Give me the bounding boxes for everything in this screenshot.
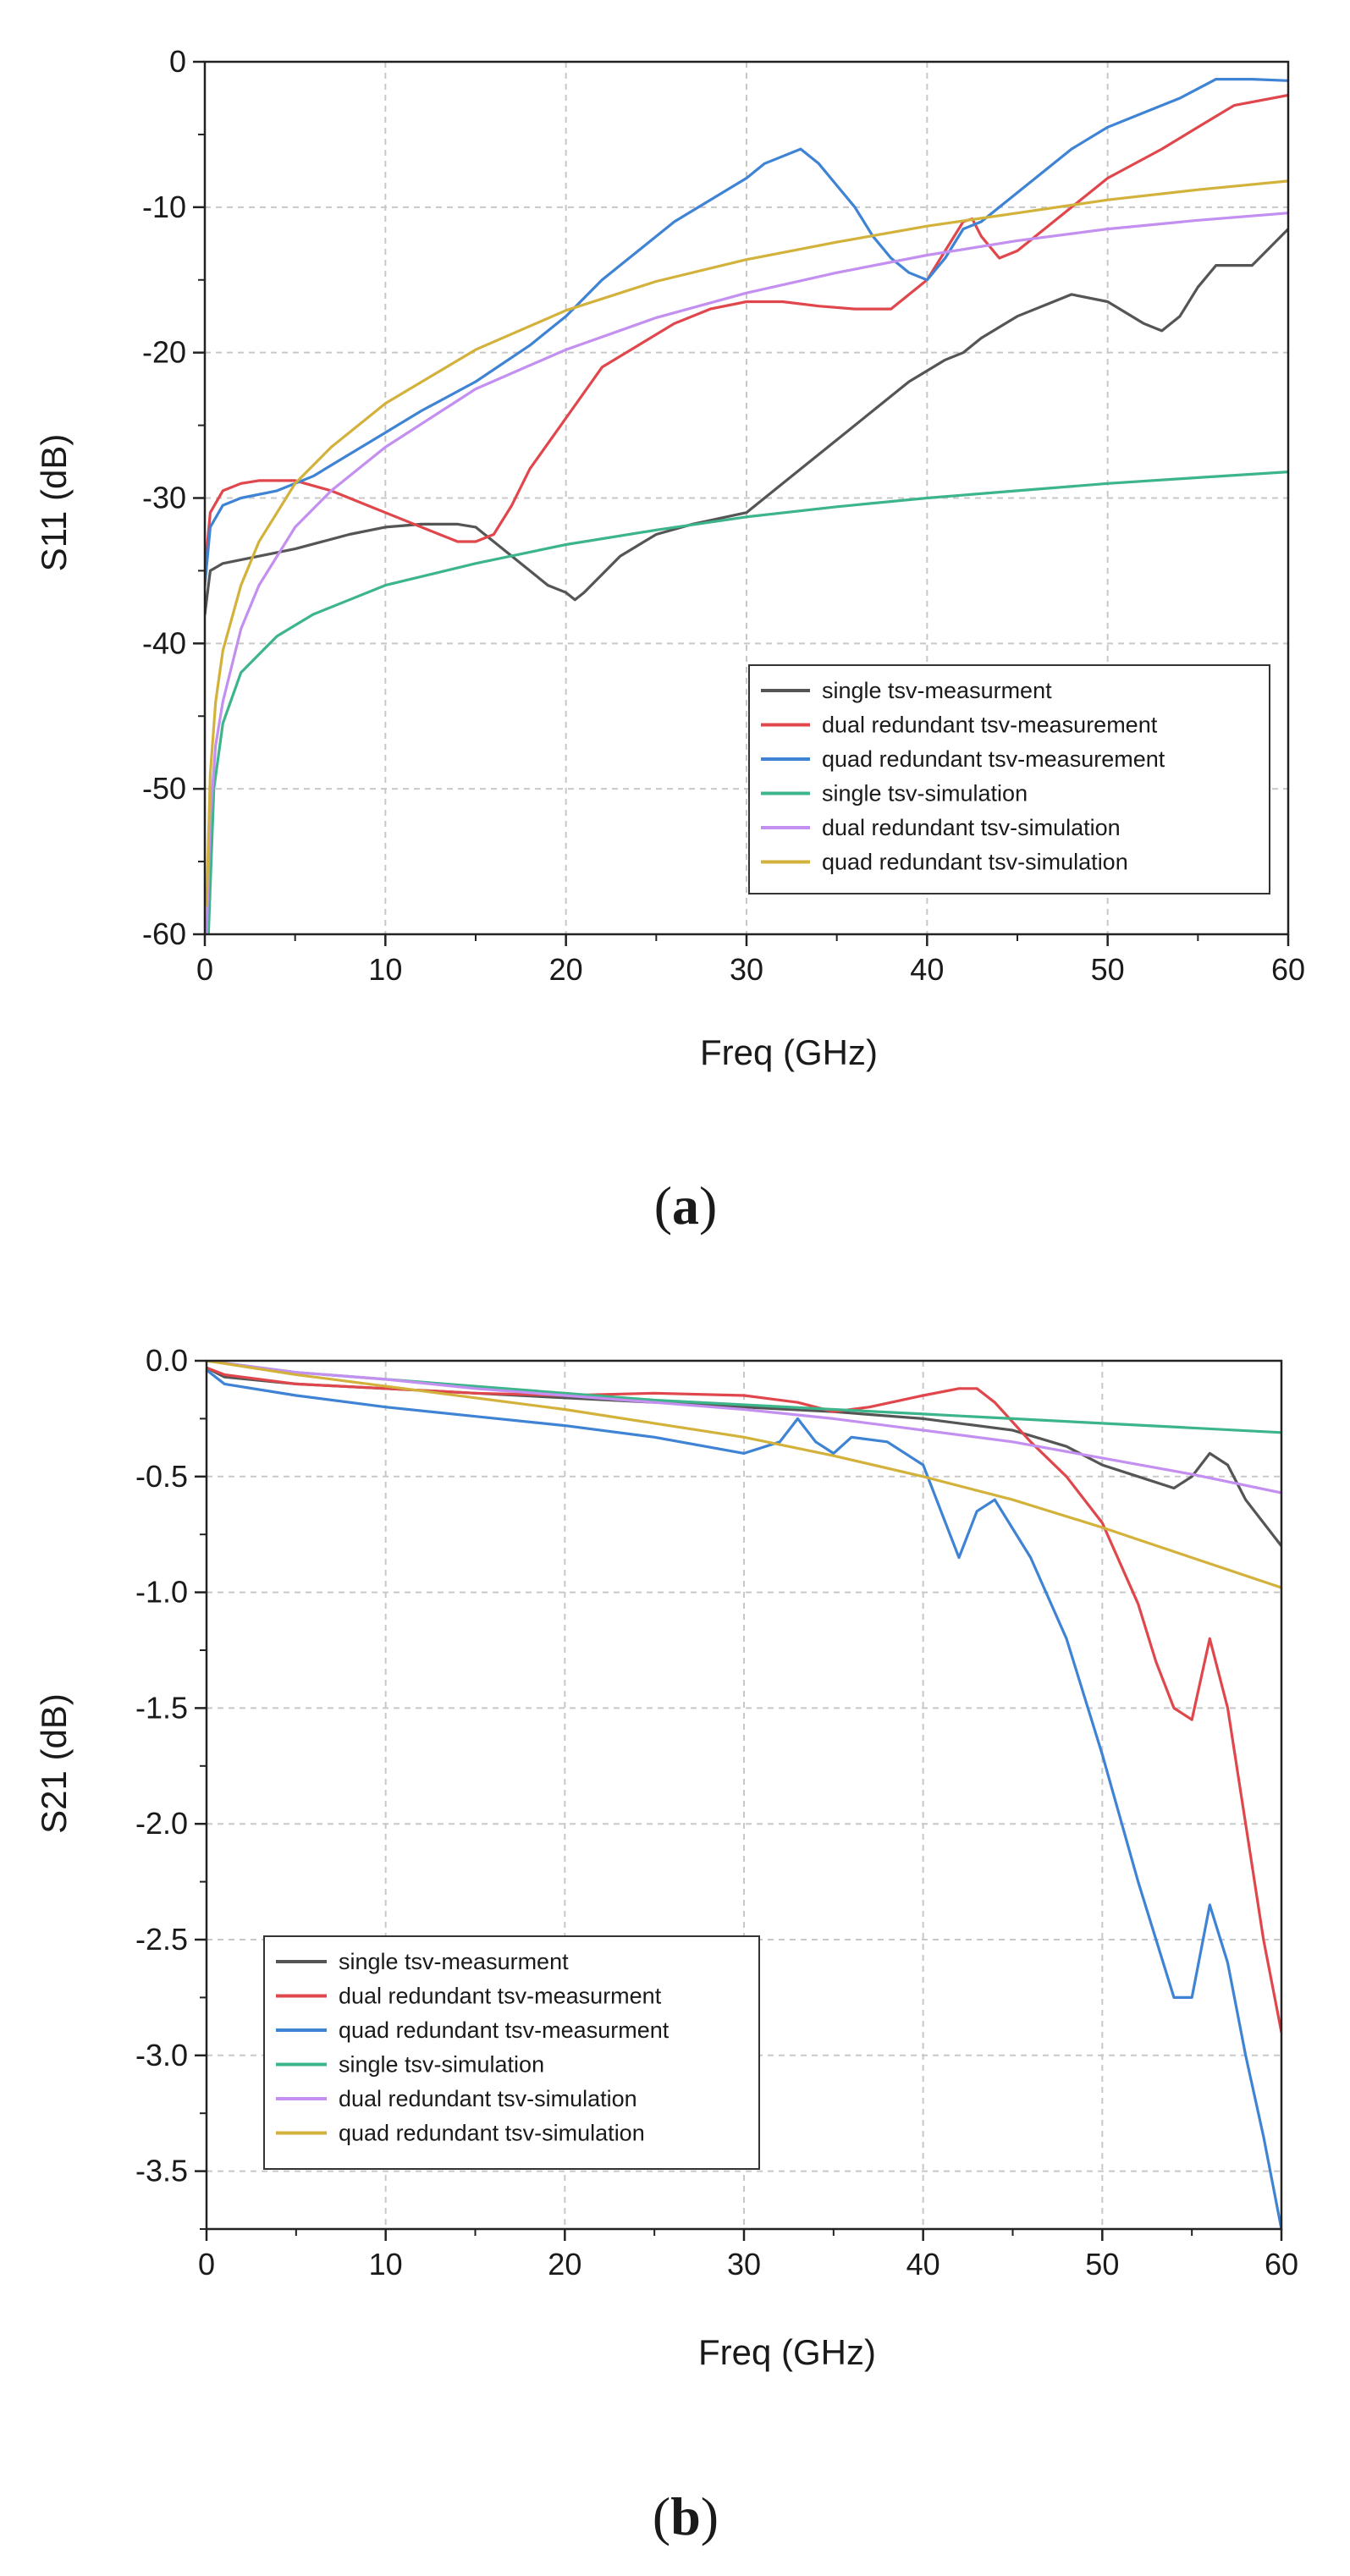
panel-a-legend-label-3: single tsv-simulation <box>822 781 1028 806</box>
panel-b-legend-box <box>263 1935 760 2170</box>
panel-b-y-tick-label-3: -2.0 <box>135 1806 188 1841</box>
panel-a-legend-label-4: dual redundant tsv-simulation <box>822 815 1121 840</box>
panel-a-series-line-1 <box>205 93 1288 573</box>
panel-b-legend-label-0: single tsv-measurment <box>339 1949 569 1974</box>
panel-a-x-tick-label-1: 10 <box>368 952 402 987</box>
panel-a-series-line-3 <box>207 470 1288 934</box>
panel-a-y-tick-label-3: -30 <box>142 481 186 515</box>
panel-b-x-tick-label-4: 40 <box>906 2247 940 2282</box>
panel-a-legend-label-0: single tsv-measurment <box>822 678 1052 703</box>
panel-b-y-tick-label-6: -0.5 <box>135 1459 188 1494</box>
svg-text:(a): (a) <box>654 1175 718 1236</box>
panel-a-x-tick-label-4: 40 <box>910 952 944 987</box>
panel-a-series-line-2 <box>205 77 1288 587</box>
panel-b-legend-label-2: quad redundant tsv-measurment <box>339 2017 669 2043</box>
panel-a-x-tick-label-2: 20 <box>549 952 583 987</box>
panel-b-x-tick-label-5: 50 <box>1085 2247 1119 2282</box>
panel-b-series-line-1 <box>207 1366 1281 2034</box>
panel-a-series-group <box>205 77 1288 934</box>
panel-b-legend-label-5: quad redundant tsv-simulation <box>339 2121 645 2146</box>
panel-b-series-line-5 <box>207 1361 1281 1589</box>
panel-b-legend: single tsv-measurment dual redundant tsv-… <box>263 1935 760 2170</box>
panel-b-legend-label-1: dual redundant tsv-measurment <box>339 1984 662 2009</box>
panel-a-caption-letter: a <box>672 1175 699 1236</box>
panel-a-x-tick-label-3: 30 <box>730 952 763 987</box>
svg-text:(b): (b) <box>653 2486 719 2546</box>
panel-a-series-line-4 <box>205 212 1288 934</box>
panel-b-y-tick-label-0: -3.5 <box>135 2154 188 2188</box>
panel-b-y-axis-label: S21 (dB) <box>34 1693 74 1834</box>
panel-a-y-tick-label-5: -10 <box>142 190 186 224</box>
panel-a-y-tick-label-6: 0 <box>169 44 186 79</box>
panel-b-legend-label-4: dual redundant tsv-simulation <box>339 2086 637 2111</box>
panel-a-y-tick-label-0: -60 <box>142 916 186 951</box>
panel-a-x-axis-label: Freq (GHz) <box>700 1032 878 1072</box>
panel-a-x-tick-label-0: 0 <box>196 952 213 987</box>
panel-a-x-tick-label-6: 60 <box>1271 952 1305 987</box>
panel-b-x-axis-label: Freq (GHz) <box>698 2332 876 2372</box>
panel-b-x-tick-label-0: 0 <box>198 2247 215 2282</box>
panel-b-y-tick-label-5: -1.0 <box>135 1575 188 1610</box>
panel-b-caption: (b) <box>653 2486 719 2546</box>
panel-b-y-tick-label-7: 0.0 <box>146 1343 188 1378</box>
panel-b-x-tick-label-1: 10 <box>369 2247 403 2282</box>
panel-a-caption: (a) <box>654 1175 718 1236</box>
panel-b-series-line-4 <box>207 1361 1281 1494</box>
panel-a-plot-layer: 0 10 20 30 40 50 60 -60 -50 -40 -30 -20 -10 0 single t… <box>142 44 1305 987</box>
panel-b-x-tick-label-6: 60 <box>1265 2247 1298 2282</box>
panel-a-y-axis-label: S11 (dB) <box>34 434 74 572</box>
panel-b-caption-letter: b <box>670 2486 701 2546</box>
panel-a-y-tick-label-2: -40 <box>142 625 186 660</box>
panel-b-y-tick-label-2: -2.5 <box>135 1922 188 1957</box>
panel-b-y-tick-label-4: -1.5 <box>135 1690 188 1725</box>
panel-a-legend-box <box>748 664 1270 894</box>
panel-b-chart: 0 10 20 30 40 50 60 -3.5 -3.0 -2.5 -2.0 -1.5 -1.0 -0.… <box>34 1343 1298 2546</box>
panel-b-plot-layer: 0 10 20 30 40 50 60 -3.5 -3.0 -2.5 -2.0 -1.5 -1.0 -0.… <box>135 1343 1298 2282</box>
panel-a-legend-label-2: quad redundant tsv-measurement <box>822 746 1165 772</box>
panel-a-chart: 0 10 20 30 40 50 60 -60 -50 -40 -30 -20 -10 0 single t… <box>34 44 1305 1236</box>
panel-a-legend: single tsv-measurment dual redundant tsv-… <box>748 664 1270 894</box>
panel-b-legend-label-3: single tsv-simulation <box>339 2052 544 2078</box>
panel-a-x-tick-label-5: 50 <box>1091 952 1125 987</box>
panel-a-legend-label-1: dual redundant tsv-measurement <box>822 713 1158 738</box>
panel-a-y-tick-label-4: -20 <box>142 335 186 370</box>
panel-a-series-line-5 <box>205 179 1288 907</box>
panel-a-series-line-0 <box>205 228 1288 616</box>
panel-a-legend-label-5: quad redundant tsv-simulation <box>822 850 1128 875</box>
panel-b-series-line-2 <box>207 1368 1281 2229</box>
panel-a-y-tick-label-1: -50 <box>142 771 186 806</box>
panel-b-x-tick-label-3: 30 <box>727 2247 761 2282</box>
panel-b-y-tick-label-1: -3.0 <box>135 2038 188 2072</box>
panel-b-series-group <box>207 1361 1281 2229</box>
panel-b-x-tick-label-2: 20 <box>548 2247 581 2282</box>
